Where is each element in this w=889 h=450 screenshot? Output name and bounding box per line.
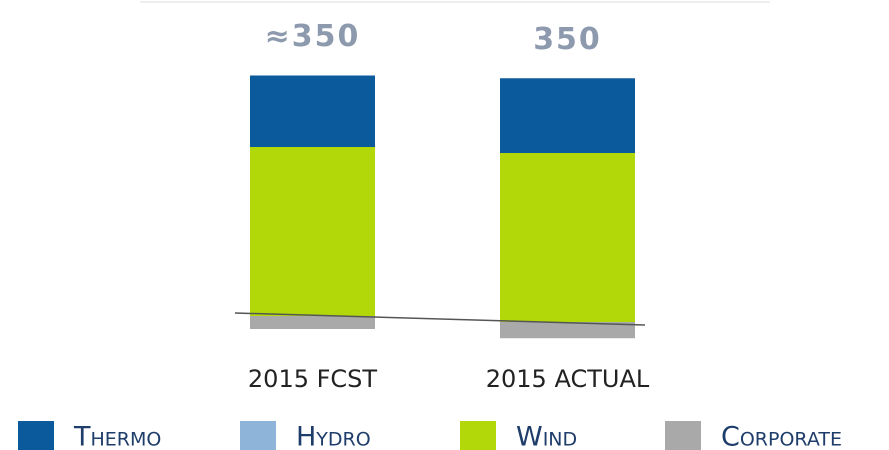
bar-segment — [250, 316, 375, 329]
legend-label: Thermo — [73, 422, 161, 450]
total-label: ≈350 — [265, 19, 361, 54]
axis-line — [234, 312, 646, 326]
x-tick-label: 2015 FCST — [248, 365, 378, 393]
legend-label: Wind — [516, 422, 577, 450]
bar-segment — [500, 322, 635, 339]
bar-segment — [500, 153, 635, 322]
legend-label: Corporate — [721, 422, 842, 450]
bar-segment — [500, 78, 635, 153]
x-tick-label: 2015 ACTUAL — [486, 365, 650, 393]
legend-swatch — [18, 421, 54, 450]
legend-label: Hydro — [296, 422, 371, 450]
legend-swatch — [460, 421, 496, 450]
legend-swatch — [665, 421, 701, 450]
bar-segment — [250, 75, 375, 147]
legend-swatch — [240, 421, 276, 450]
bar-segment — [250, 147, 375, 316]
total-label: 350 — [533, 22, 602, 57]
